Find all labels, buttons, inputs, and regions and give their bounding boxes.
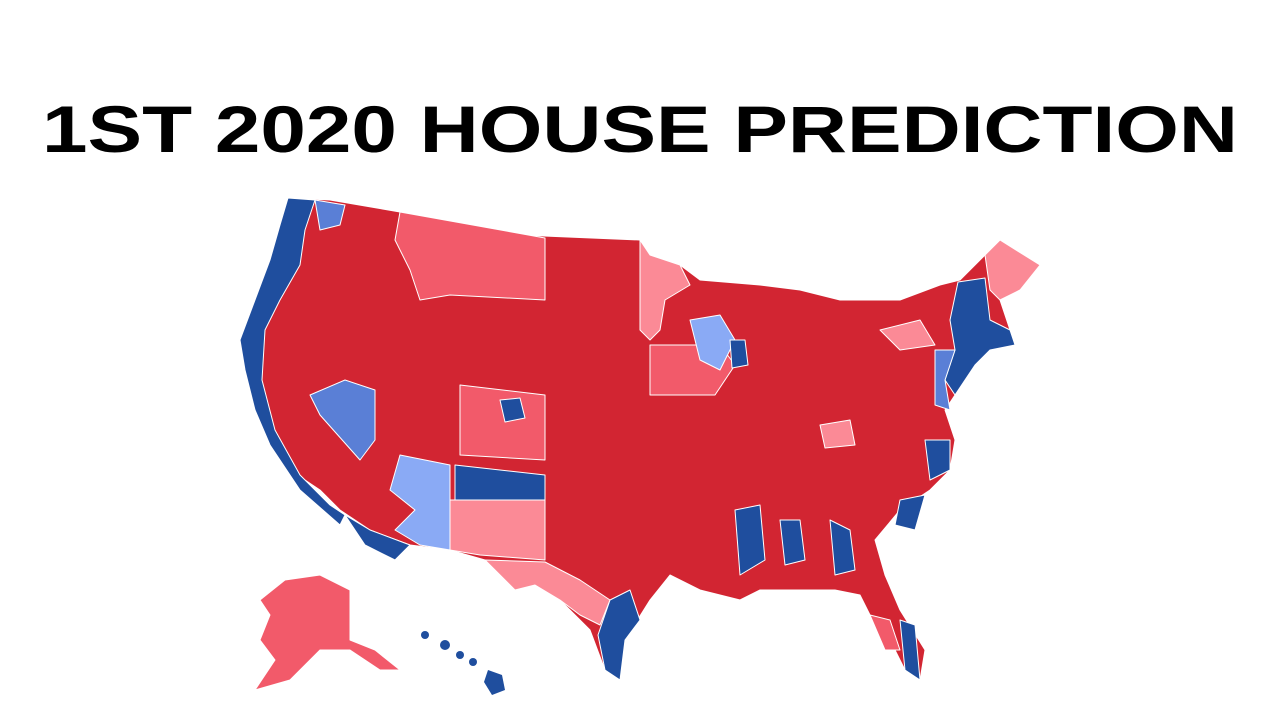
- region: [894, 494, 926, 531]
- island: [421, 631, 429, 639]
- region: [944, 277, 1016, 396]
- region: [829, 519, 856, 576]
- region: [459, 384, 546, 461]
- region: [984, 239, 1041, 301]
- region: [597, 589, 641, 681]
- region: [344, 514, 411, 561]
- island: [456, 651, 464, 659]
- us-map: [239, 197, 1041, 681]
- region: [869, 614, 901, 651]
- region: [309, 379, 376, 461]
- region: [899, 619, 921, 681]
- region: [394, 211, 546, 301]
- region: [879, 319, 936, 351]
- region: [449, 499, 546, 561]
- region: [819, 419, 856, 449]
- island: [440, 640, 450, 650]
- alaska: [254, 574, 401, 691]
- region: [389, 454, 451, 551]
- region: [734, 504, 766, 576]
- hawaii: [421, 631, 505, 695]
- island: [484, 670, 505, 695]
- island: [469, 658, 477, 666]
- region: [924, 439, 951, 481]
- region: [689, 314, 736, 371]
- region: [934, 349, 956, 411]
- region: [484, 559, 611, 626]
- title: 1ST 2020 HOUSE PREDICTION: [42, 92, 1238, 166]
- region: [729, 339, 749, 369]
- region: [779, 519, 806, 566]
- region: [499, 397, 526, 423]
- region: [314, 199, 346, 231]
- region: [639, 239, 691, 341]
